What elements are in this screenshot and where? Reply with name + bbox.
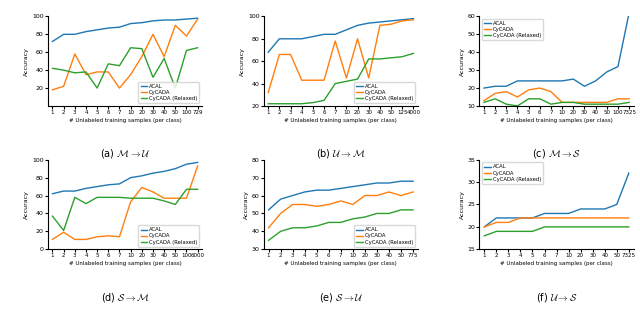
X-axis label: # Unlabeled training samples (per class): # Unlabeled training samples (per class): [68, 118, 181, 123]
X-axis label: # Unlabeled training samples (per class): # Unlabeled training samples (per class): [500, 118, 613, 123]
Title: (c) $\mathcal{M} \rightarrow \mathcal{S}$: (c) $\mathcal{M} \rightarrow \mathcal{S}…: [532, 147, 581, 160]
Title: (d) $\mathcal{S} \rightarrow \mathcal{M}$: (d) $\mathcal{S} \rightarrow \mathcal{M}…: [100, 291, 150, 304]
Y-axis label: Accuracy: Accuracy: [24, 47, 29, 76]
Title: (a) $\mathcal{M} \rightarrow \mathcal{U}$: (a) $\mathcal{M} \rightarrow \mathcal{U}…: [100, 147, 150, 160]
Title: (b) $\mathcal{U} \rightarrow \mathcal{M}$: (b) $\mathcal{U} \rightarrow \mathcal{M}…: [316, 147, 365, 160]
Legend: ACAL, CyCADA, CyCADA (Relaxed): ACAL, CyCADA, CyCADA (Relaxed): [138, 225, 200, 247]
Legend: ACAL, CyCADA, CyCADA (Relaxed): ACAL, CyCADA, CyCADA (Relaxed): [482, 162, 543, 184]
Title: (e) $\mathcal{S} \rightarrow \mathcal{U}$: (e) $\mathcal{S} \rightarrow \mathcal{U}…: [319, 291, 363, 304]
Legend: ACAL, CyCADA, CyCADA (Relaxed): ACAL, CyCADA, CyCADA (Relaxed): [482, 19, 543, 40]
Y-axis label: Accuracy: Accuracy: [460, 190, 465, 219]
X-axis label: # Unlabeled training samples (per class): # Unlabeled training samples (per class): [500, 261, 613, 266]
X-axis label: # Unlabeled training samples (per class): # Unlabeled training samples (per class): [284, 118, 397, 123]
Y-axis label: Accuracy: Accuracy: [244, 190, 249, 219]
Title: (f) $\mathcal{U} \rightarrow \mathcal{S}$: (f) $\mathcal{U} \rightarrow \mathcal{S}…: [536, 291, 577, 304]
X-axis label: # Unlabeled training samples (per class): # Unlabeled training samples (per class): [284, 261, 397, 266]
Legend: ACAL, CyCADA, CyCADA (Relaxed): ACAL, CyCADA, CyCADA (Relaxed): [138, 82, 200, 103]
Y-axis label: Accuracy: Accuracy: [460, 47, 465, 76]
Y-axis label: Accuracy: Accuracy: [240, 47, 245, 76]
X-axis label: # Unlabeled training samples (per class): # Unlabeled training samples (per class): [68, 261, 181, 266]
Legend: ACAL, CyCADA, CyCADA (Relaxed): ACAL, CyCADA, CyCADA (Relaxed): [354, 225, 415, 247]
Y-axis label: Accuracy: Accuracy: [24, 190, 29, 219]
Legend: ACAL, CyCADA, CyCADA (Relaxed): ACAL, CyCADA, CyCADA (Relaxed): [354, 82, 415, 103]
